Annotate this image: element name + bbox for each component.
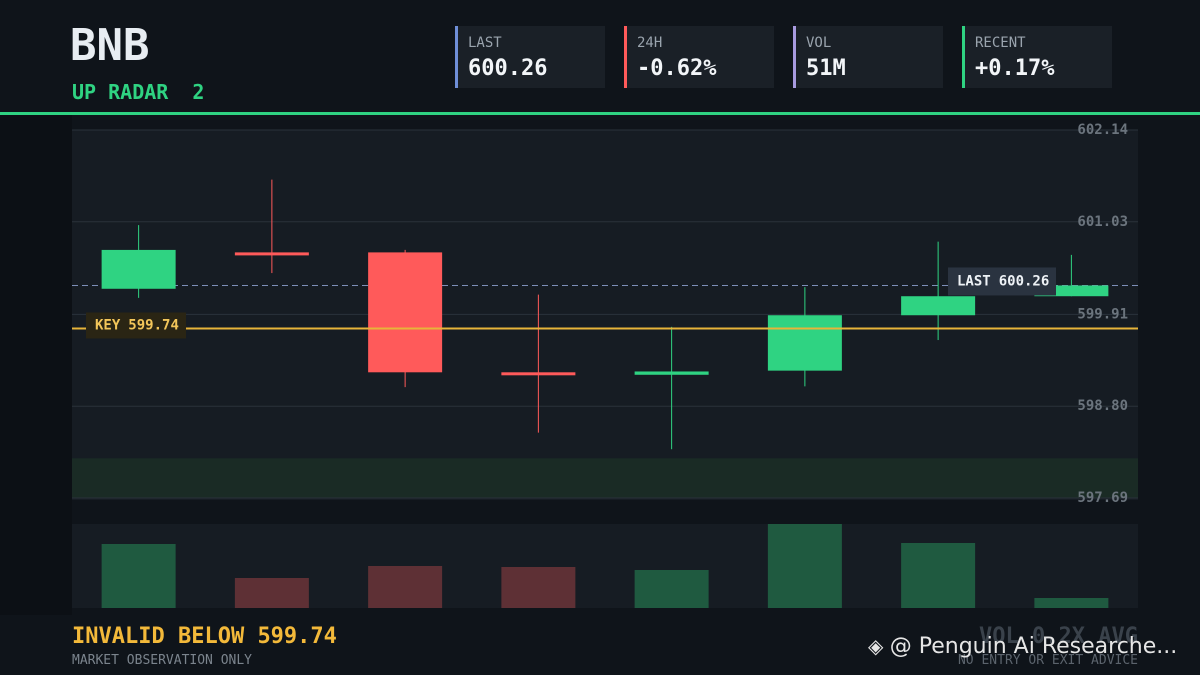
margin	[0, 115, 72, 615]
last-tag	[948, 267, 1056, 296]
subtitle-text: UP RADAR	[72, 80, 169, 104]
candle-body	[901, 296, 976, 316]
volume-bar	[1034, 598, 1109, 608]
stat-label: 24H	[637, 35, 663, 51]
watermark: ◈ @ Penguin Ai Researche...	[868, 634, 1177, 659]
stat-value: 600.26	[468, 56, 548, 81]
last-label: LAST	[957, 273, 991, 289]
stat-value: 51M	[806, 56, 846, 81]
y-tick-label: 599.91	[1077, 306, 1128, 322]
stat-label: LAST	[468, 35, 502, 51]
candle-body	[101, 249, 176, 289]
stat-value: -0.62%	[637, 56, 717, 81]
logo: ◈	[868, 634, 890, 658]
volume-bar	[501, 567, 576, 608]
volume-bar	[901, 543, 976, 608]
volume-note: VOL 0.2X AVG	[979, 624, 1138, 649]
support-zone	[72, 458, 1138, 498]
invalid-label: INVALID BELOW	[72, 624, 245, 649]
invalid-note: INVALID BELOW 599.74	[72, 624, 337, 649]
advice: NO ENTRY OR EXIT ADVICE	[957, 653, 1138, 668]
volume-bar	[101, 544, 176, 608]
plot-bg	[72, 130, 1138, 500]
volume-bg	[72, 524, 1138, 608]
volume-bar	[634, 570, 709, 608]
candle-body	[767, 315, 842, 371]
watermark-text: @ Penguin Ai Researche...	[889, 634, 1178, 659]
key-text: KEY 599.74	[95, 317, 179, 333]
candle-body	[1034, 285, 1109, 297]
key-value: 599.74	[128, 317, 179, 333]
stat-box: RECENT +0.17%	[962, 26, 1112, 88]
stat-label: RECENT	[975, 35, 1026, 51]
volume-bar	[234, 578, 309, 608]
last-text: LAST 600.26	[957, 273, 1049, 289]
y-tick-label: 598.80	[1077, 398, 1128, 414]
stat-label: VOL	[806, 35, 832, 51]
volume-bar	[767, 524, 842, 608]
y-tick-label: 602.14	[1077, 122, 1128, 138]
divider	[0, 112, 1200, 115]
candle-body	[234, 252, 309, 256]
y-tick-label: 601.03	[1077, 214, 1128, 230]
key-label: KEY	[95, 317, 121, 333]
candle-body	[368, 252, 443, 373]
stat-value: +0.17%	[975, 56, 1055, 81]
note: MARKET OBSERVATION ONLY	[72, 653, 253, 668]
count: 2	[192, 80, 205, 104]
y-tick-label: 597.69	[1077, 490, 1128, 506]
invalid-level: 599.74	[257, 624, 337, 649]
stat-box: 24H -0.62%	[624, 26, 774, 88]
candle-body	[501, 372, 576, 376]
volume-bar	[368, 566, 443, 608]
last-value: 600.26	[999, 273, 1050, 289]
key-tag	[86, 312, 186, 339]
candle-body	[634, 371, 709, 375]
stat-box: LAST 600.26	[455, 26, 605, 88]
subtitle: UP RADAR 2	[72, 80, 204, 104]
title: BNB	[70, 20, 150, 71]
stat-box: VOL 51M	[793, 26, 943, 88]
